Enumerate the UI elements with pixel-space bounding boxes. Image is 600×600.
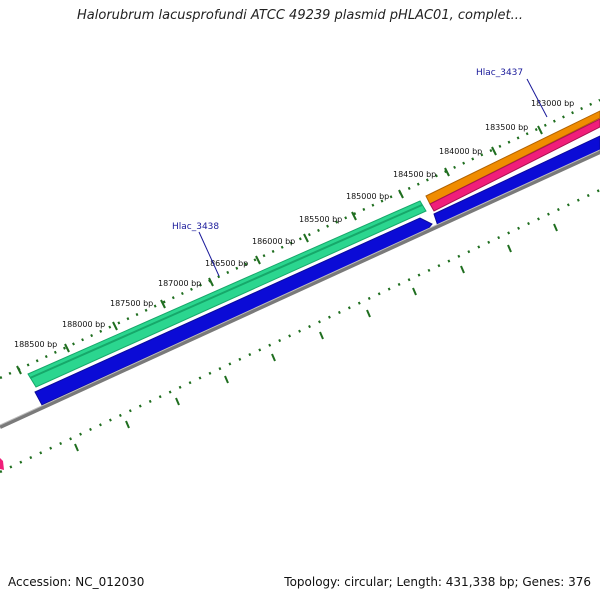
tick-label: 183000 bp <box>531 99 574 108</box>
inner-tick <box>366 309 371 318</box>
inner-tick-track <box>0 188 600 474</box>
gene-pink-fragment[interactable] <box>0 458 4 470</box>
tick-label: 187000 bp <box>158 279 201 288</box>
inner-tick <box>319 331 324 340</box>
inner-tick <box>460 265 465 274</box>
major-tick <box>491 146 497 156</box>
outer-tick-track <box>0 98 600 380</box>
gene-labels: Hlac_3437 Hlac_3438 <box>172 68 548 277</box>
major-tick <box>64 343 70 353</box>
major-tick <box>208 277 214 287</box>
inner-tick <box>175 397 180 406</box>
major-tick <box>16 365 22 375</box>
tick-label: 186000 bp <box>252 237 295 246</box>
tick-label: 188000 bp <box>62 320 105 329</box>
inner-tick <box>412 287 417 296</box>
summary-text: Topology: circular; Length: 431,338 bp; … <box>284 575 591 589</box>
major-tick <box>444 167 450 177</box>
forward-strand-genes <box>27 110 600 388</box>
major-tick <box>303 233 309 243</box>
label-leader <box>526 78 548 118</box>
inner-tick <box>553 223 558 232</box>
inner-tick <box>224 375 229 384</box>
gene-reverse-blue-2[interactable] <box>433 135 600 227</box>
major-tick <box>255 255 261 265</box>
gene-reverse-blue-1[interactable] <box>34 217 433 406</box>
gene-label-hlac-3437: Hlac_3437 <box>476 68 523 78</box>
map-title: Halorubrum lacusprofundi ATCC 49239 plas… <box>77 8 523 23</box>
label-leader <box>198 231 220 277</box>
inner-tick <box>74 443 79 452</box>
gene-label-hlac-3438: Hlac_3438 <box>172 222 219 232</box>
major-tick <box>160 299 166 309</box>
tick-label: 183500 bp <box>485 123 528 132</box>
inner-tick <box>125 420 130 429</box>
accession-text: Accession: NC_012030 <box>8 575 145 589</box>
tick-label: 184000 bp <box>439 147 482 156</box>
gene-pink-segment[interactable] <box>429 118 600 212</box>
tick-labels: 183000 bp 183500 bp 184000 bp 184500 bp … <box>14 99 574 349</box>
tick-label: 184500 bp <box>393 170 436 179</box>
tick-label: 187500 bp <box>110 299 153 308</box>
major-tick <box>398 189 404 199</box>
major-tick <box>537 125 543 135</box>
reverse-strand-genes <box>34 135 600 406</box>
tick-label: 185000 bp <box>346 192 389 201</box>
inner-tick <box>507 244 512 253</box>
inner-tick <box>271 353 276 362</box>
major-tick <box>112 321 118 331</box>
plasmid-backbone <box>0 150 600 429</box>
gene-hlac-3437-orange[interactable] <box>425 110 600 205</box>
tick-label: 186500 bp <box>205 259 248 268</box>
major-tick <box>351 211 357 221</box>
tick-label: 185500 bp <box>299 215 342 224</box>
tick-label: 188500 bp <box>14 340 57 349</box>
